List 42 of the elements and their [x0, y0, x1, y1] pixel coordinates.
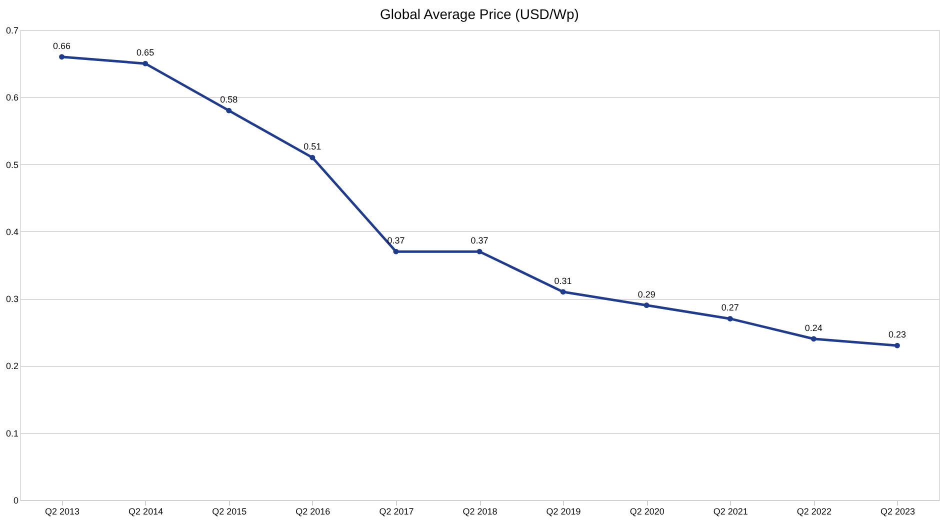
x-tick-label: Q2 2014	[128, 506, 164, 516]
x-tick-label: Q2 2023	[880, 506, 915, 516]
point	[476, 248, 482, 254]
data-label: 0.37	[470, 236, 488, 246]
x-tick-label: Q2 2016	[296, 506, 330, 516]
data-label: 0.51	[304, 142, 322, 152]
point	[560, 289, 566, 295]
x-tick-label: Q2 2020	[630, 506, 664, 516]
data-label: 0.65	[136, 48, 154, 58]
data-label: 0.37	[387, 236, 405, 246]
chart-title: Global Average Price (USD/Wp)	[380, 6, 579, 22]
point	[810, 336, 816, 342]
point	[310, 154, 316, 160]
data-label: 0.31	[554, 276, 572, 286]
point	[59, 54, 65, 60]
y-tick-label: 0.3	[6, 294, 18, 304]
data-label: 0.29	[638, 289, 656, 300]
point	[727, 316, 733, 322]
point	[226, 108, 232, 114]
y-tick-label: 0.2	[6, 361, 18, 372]
x-tick-label: Q2 2015	[212, 506, 247, 516]
data-label: 0.27	[721, 302, 739, 313]
x-tick-label: Q2 2019	[546, 506, 581, 516]
y-tick-label: 0.4	[6, 226, 18, 237]
point	[644, 302, 650, 308]
y-tick-label: 0	[13, 496, 18, 506]
data-label: 0.58	[220, 94, 238, 105]
point	[142, 60, 148, 66]
y-tick-label: 0.7	[6, 26, 18, 36]
y-tick-label: 0.5	[6, 160, 18, 170]
x-tick-label: Q2 2018	[462, 506, 498, 516]
x-tick-label: Q2 2013	[45, 506, 80, 516]
data-label: 0.66	[53, 40, 71, 51]
y-tick-label: 0.1	[6, 428, 18, 438]
point	[894, 342, 900, 348]
x-tick-label: Q2 2017	[379, 506, 414, 516]
x-tick-label: Q2 2021	[713, 506, 748, 516]
data-label: 0.23	[888, 330, 906, 340]
x-tick-label: Q2 2022	[796, 506, 832, 516]
point	[393, 248, 399, 254]
data-label: 0.24	[804, 322, 822, 333]
y-tick-label: 0.6	[6, 92, 18, 103]
